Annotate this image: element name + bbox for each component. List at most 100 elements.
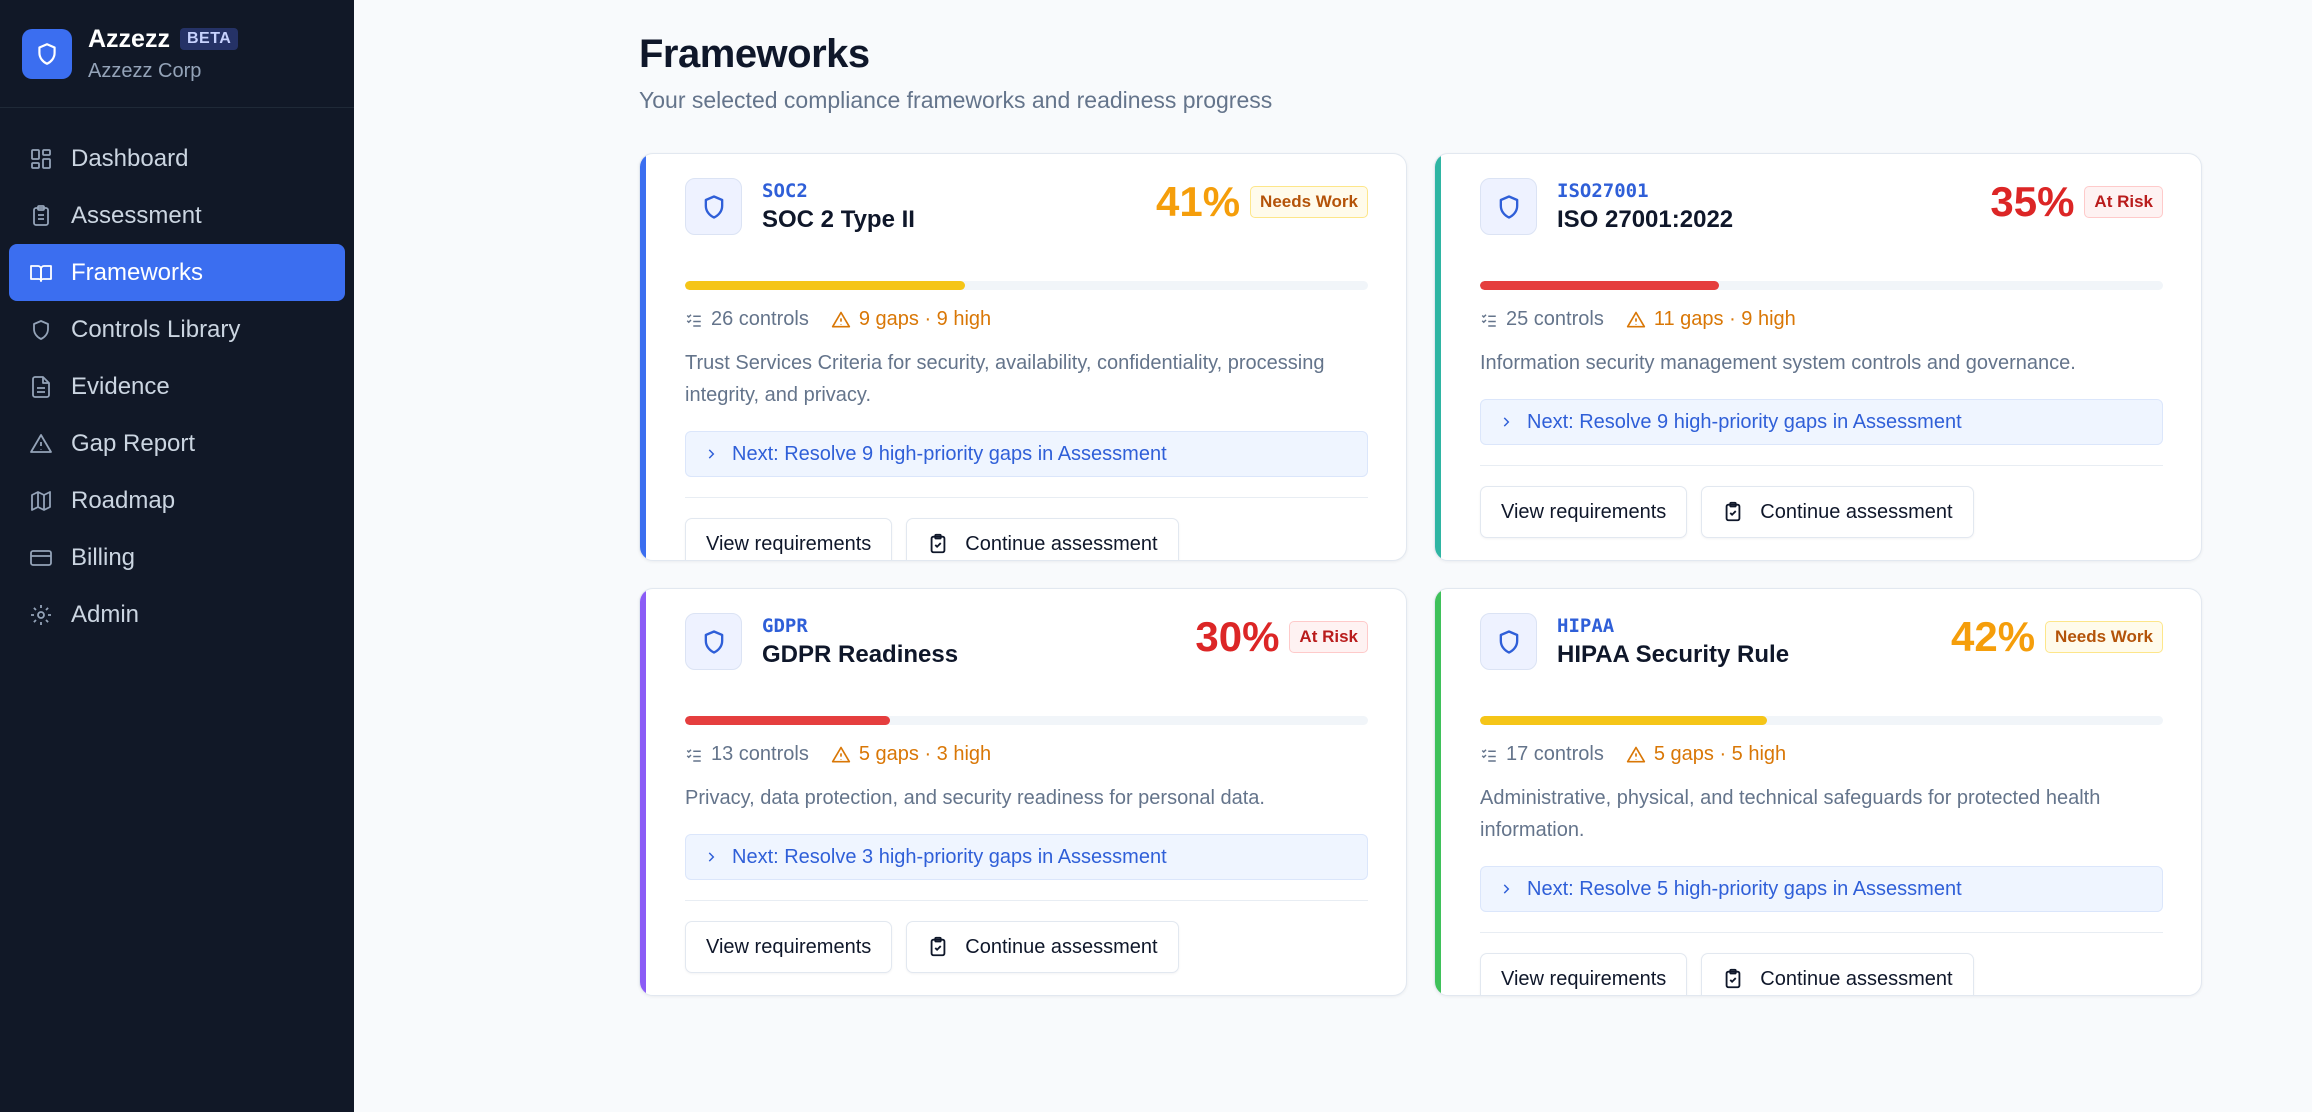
framework-name: GDPR Readiness xyxy=(762,640,959,668)
progress-fill xyxy=(685,281,966,290)
gaps-count: 5 gaps · 3 high xyxy=(831,743,991,766)
button-label: Continue assessment xyxy=(1760,967,1953,990)
view-requirements-button[interactable]: View requirements xyxy=(685,518,893,560)
warning-icon xyxy=(29,432,53,456)
framework-code: HIPAA xyxy=(1557,614,1615,637)
card-accent xyxy=(640,154,646,560)
card-accent xyxy=(640,589,646,995)
shield-icon xyxy=(685,178,742,235)
gaps-count: 5 gaps · 5 high xyxy=(1626,743,1786,766)
checklist-icon xyxy=(1481,748,1496,762)
next-step-link[interactable]: Next: Resolve 3 high-priority gaps in As… xyxy=(685,834,1368,880)
framework-card-hipaa: HIPAA HIPAA Security Rule 42% Needs Work… xyxy=(1434,588,2202,996)
next-step-link[interactable]: Next: Resolve 9 high-priority gaps in As… xyxy=(685,431,1368,477)
sidebar-item-label: Controls Library xyxy=(71,315,241,343)
warning-icon xyxy=(831,746,851,762)
divider xyxy=(685,900,1368,901)
continue-assessment-button[interactable]: Continue assessment xyxy=(1701,953,1974,995)
view-requirements-button[interactable]: View requirements xyxy=(1480,953,1688,995)
next-step-label: Next: Resolve 9 high-priority gaps in As… xyxy=(1527,410,1962,433)
brand-name: Azzezz xyxy=(88,24,170,53)
progress-fill xyxy=(1480,716,1767,725)
sidebar-item-controls-library[interactable]: Controls Library xyxy=(9,301,345,358)
warning-icon xyxy=(831,311,851,327)
chevron-right-icon xyxy=(708,852,715,862)
framework-code: SOC2 xyxy=(762,179,808,202)
gaps-count: 9 gaps · 9 high xyxy=(831,308,991,331)
framework-name: ISO 27001:2022 xyxy=(1557,205,1734,233)
status-badge: Needs Work xyxy=(1250,186,1368,218)
framework-description: Trust Services Criteria for security, av… xyxy=(685,352,1325,406)
button-label: View requirements xyxy=(1501,967,1667,990)
button-label: Continue assessment xyxy=(1760,500,1953,523)
gaps-count: 11 gaps · 9 high xyxy=(1626,308,1796,331)
sidebar-item-roadmap[interactable]: Roadmap xyxy=(9,472,345,529)
view-requirements-button[interactable]: View requirements xyxy=(1480,486,1688,538)
button-label: View requirements xyxy=(706,935,872,958)
sidebar-item-label: Dashboard xyxy=(71,144,189,172)
checklist-icon xyxy=(686,748,701,762)
readiness-percent: 41% xyxy=(1155,178,1241,225)
framework-name: SOC 2 Type II xyxy=(762,205,915,233)
framework-name: HIPAA Security Rule xyxy=(1557,640,1790,668)
sidebar-item-admin[interactable]: Admin xyxy=(9,586,345,643)
credit-card-icon xyxy=(29,546,53,570)
file-icon xyxy=(29,375,53,399)
shield-icon xyxy=(1480,178,1537,235)
next-step-label: Next: Resolve 9 high-priority gaps in As… xyxy=(732,442,1167,465)
controls-label: 17 controls xyxy=(1506,743,1604,765)
divider xyxy=(1480,932,2163,933)
status-badge: At Risk xyxy=(1289,621,1368,653)
button-label: View requirements xyxy=(1501,500,1667,523)
sidebar-item-gap-report[interactable]: Gap Report xyxy=(9,415,345,472)
clipboard-icon xyxy=(29,204,53,228)
sidebar-item-label: Evidence xyxy=(71,372,170,400)
page-title: Frameworks xyxy=(639,32,870,76)
shield-icon xyxy=(29,318,53,342)
shield-icon xyxy=(685,613,742,670)
framework-card-gdpr: GDPR GDPR Readiness 30% At Risk 13 contr… xyxy=(639,588,1407,996)
view-requirements-button[interactable]: View requirements xyxy=(685,921,893,973)
checklist-icon xyxy=(686,313,701,327)
next-step-link[interactable]: Next: Resolve 5 high-priority gaps in As… xyxy=(1480,866,2163,912)
sidebar-item-frameworks[interactable]: Frameworks xyxy=(9,244,345,301)
sidebar-item-evidence[interactable]: Evidence xyxy=(9,358,345,415)
readiness-progress-bar xyxy=(1480,716,2163,725)
button-label: Continue assessment xyxy=(965,935,1158,958)
continue-assessment-button[interactable]: Continue assessment xyxy=(1701,486,1974,538)
card-accent xyxy=(1435,154,1441,560)
continue-assessment-button[interactable]: Continue assessment xyxy=(906,518,1179,560)
checklist-icon xyxy=(1481,313,1496,327)
next-step-link[interactable]: Next: Resolve 9 high-priority gaps in As… xyxy=(1480,399,2163,445)
divider xyxy=(1480,465,2163,466)
gaps-label: 5 gaps · 5 high xyxy=(1653,743,1787,765)
framework-description: Information security management system c… xyxy=(1480,352,2076,374)
readiness-percent: 30% xyxy=(1195,613,1280,660)
sidebar-item-dashboard[interactable]: Dashboard xyxy=(9,130,345,187)
next-step-label: Next: Resolve 3 high-priority gaps in As… xyxy=(732,845,1167,868)
sidebar-item-billing[interactable]: Billing xyxy=(9,529,345,586)
framework-code: ISO27001 xyxy=(1557,179,1649,202)
sidebar-item-label: Gap Report xyxy=(71,429,196,457)
chevron-right-icon xyxy=(1503,884,1510,894)
framework-card-iso27001: ISO27001 ISO 27001:2022 35% At Risk 25 c… xyxy=(1434,153,2202,561)
sidebar-item-label: Frameworks xyxy=(71,258,204,286)
next-step-label: Next: Resolve 5 high-priority gaps in As… xyxy=(1527,877,1962,900)
org-name: Azzezz Corp xyxy=(88,59,202,82)
framework-card-soc2: SOC2 SOC 2 Type II 41% Needs Work 26 con… xyxy=(639,153,1407,561)
readiness-percent: 35% xyxy=(1990,178,2075,225)
continue-assessment-button[interactable]: Continue assessment xyxy=(906,921,1179,973)
sidebar-item-assessment[interactable]: Assessment xyxy=(9,187,345,244)
controls-count: 26 controls xyxy=(685,308,809,331)
warning-icon xyxy=(1626,311,1646,327)
gaps-label: 9 gaps · 9 high xyxy=(858,308,992,330)
progress-fill xyxy=(685,716,890,725)
clipboard-check-icon xyxy=(930,936,946,957)
gaps-label: 11 gaps · 9 high xyxy=(1653,308,1796,330)
sidebar-item-label: Assessment xyxy=(71,201,202,229)
gear-icon xyxy=(29,603,53,627)
framework-description: Privacy, data protection, and security r… xyxy=(685,787,1265,809)
clipboard-check-icon xyxy=(1725,501,1741,522)
beta-badge: BETA xyxy=(179,28,239,50)
page-subtitle: Your selected compliance frameworks and … xyxy=(639,87,1273,113)
